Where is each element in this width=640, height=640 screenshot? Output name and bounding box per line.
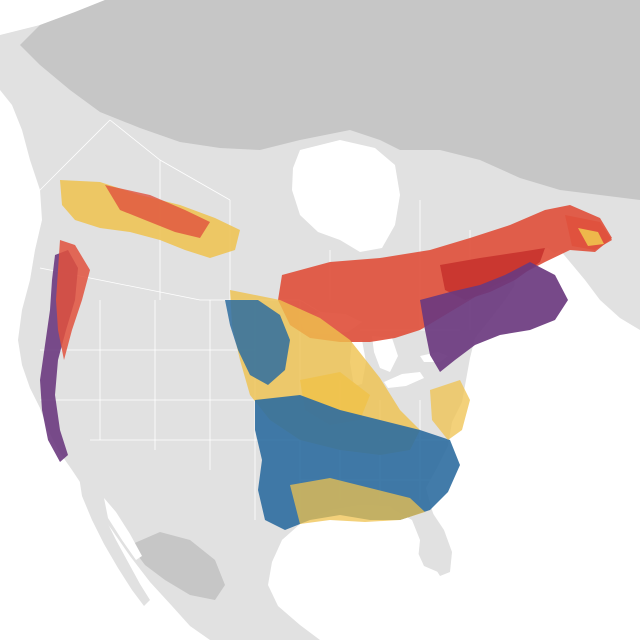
migration-range-atlantic [430, 380, 470, 440]
breeding-range-north-dark [440, 248, 545, 300]
lake-huron [372, 336, 398, 372]
hudson-bay [292, 140, 400, 252]
florida-peninsula [418, 508, 452, 576]
nonbreeding-range-north-central [225, 300, 290, 385]
migration-range-newfoundland [578, 228, 604, 246]
mexico-highlands [130, 532, 225, 600]
arctic-canada-region [20, 0, 640, 200]
boundary-line [29, 119, 111, 201]
migration-range-gulf-coast [290, 478, 425, 524]
breeding-range-pacific [56, 240, 90, 360]
greenland [440, 0, 640, 80]
year-round-range-northeast [420, 262, 568, 372]
far-north-layer [20, 0, 640, 600]
species-range-layer [40, 180, 612, 530]
gulf-of-california [104, 498, 142, 560]
lake-erie [384, 372, 424, 388]
baja-california [78, 470, 150, 606]
breeding-range-rockies [105, 185, 210, 238]
gulf-of-mexico [282, 508, 420, 602]
